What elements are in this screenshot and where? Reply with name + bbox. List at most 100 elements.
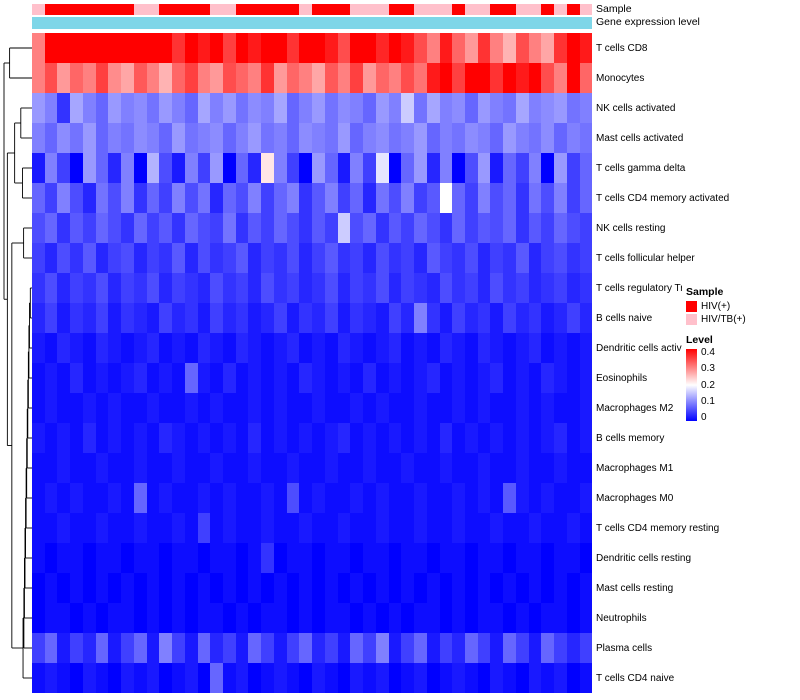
heatmap-cell <box>312 153 325 183</box>
heatmap-cell <box>57 453 71 483</box>
heatmap-cell <box>172 633 185 663</box>
heatmap-cell <box>82 243 96 273</box>
heatmap-cell <box>566 573 580 603</box>
heatmap-row <box>32 603 593 633</box>
heatmap-cell <box>324 33 338 63</box>
heatmap-cell <box>554 63 567 93</box>
sample-annotation-cell <box>324 4 338 15</box>
heatmap-cell <box>210 273 224 303</box>
heatmap-cell <box>439 213 453 243</box>
heatmap-cell <box>414 93 427 123</box>
heatmap-cell <box>273 393 287 423</box>
heatmap-cell <box>477 393 491 423</box>
level-gradient-bar <box>686 349 697 421</box>
heatmap-cell <box>248 423 262 453</box>
heatmap-cell <box>57 543 71 573</box>
heatmap-cell <box>477 453 491 483</box>
heatmap-cell <box>172 93 185 123</box>
row-label: Mast cells resting <box>596 582 674 594</box>
heatmap-cell <box>32 573 45 603</box>
sample-annotation-cell <box>566 4 580 15</box>
heatmap-cell <box>503 393 516 423</box>
heatmap-cell <box>566 213 580 243</box>
row-label: Neutrophils <box>596 612 647 624</box>
heatmap-cell <box>159 483 173 513</box>
heatmap-cell <box>490 93 504 123</box>
heatmap-cell <box>414 483 427 513</box>
heatmap-cell <box>452 423 465 453</box>
heatmap-cell <box>172 573 185 603</box>
heatmap-cell <box>337 303 351 333</box>
heatmap-cell <box>579 333 593 363</box>
heatmap-cell <box>490 363 504 393</box>
heatmap-cell <box>159 633 173 663</box>
row-dendrogram <box>3 47 32 679</box>
heatmap-cell <box>324 543 338 573</box>
heatmap-cell <box>401 183 415 213</box>
legend: Sample HIV(+) HIV/TB(+) Level 0.4 0.3 0.2 0.… <box>682 284 748 427</box>
heatmap-cell <box>541 393 555 423</box>
heatmap-cell <box>197 363 211 393</box>
heatmap-cell <box>490 633 504 663</box>
heatmap-cell <box>197 183 211 213</box>
heatmap-cell <box>159 423 173 453</box>
heatmap-cell <box>477 543 491 573</box>
sample-annotation-cell <box>223 4 236 15</box>
legend-swatch <box>686 301 697 312</box>
heatmap-cell <box>261 453 274 483</box>
heatmap-cell <box>172 333 185 363</box>
heatmap-cell <box>554 393 567 423</box>
sample-annotation-cell <box>490 4 504 15</box>
heatmap-cell <box>312 33 325 63</box>
heatmap-cell <box>554 363 567 393</box>
heatmap-cell <box>44 153 58 183</box>
heatmap-cell <box>363 573 376 603</box>
heatmap-cell <box>388 153 402 183</box>
heatmap-cell <box>426 363 440 393</box>
heatmap-cell <box>452 303 465 333</box>
heatmap-row <box>32 633 593 663</box>
heatmap-cell <box>261 243 274 273</box>
heatmap-cell <box>210 93 224 123</box>
heatmap-cell <box>286 453 300 483</box>
heatmap-cell <box>312 363 325 393</box>
heatmap-cell <box>197 33 211 63</box>
heatmap-cell <box>426 303 440 333</box>
heatmap-cell <box>337 153 351 183</box>
heatmap-cell <box>146 153 160 183</box>
heatmap-cell <box>70 633 83 663</box>
heatmap-cell <box>439 93 453 123</box>
heatmap-cell <box>528 663 542 693</box>
heatmap-cell <box>554 153 567 183</box>
heatmap-cell <box>503 33 516 63</box>
heatmap-cell <box>515 633 529 663</box>
heatmap-row <box>32 303 593 333</box>
heatmap-cell <box>363 183 376 213</box>
heatmap-cell <box>337 333 351 363</box>
heatmap-cell <box>57 183 71 213</box>
heatmap-cell <box>363 33 376 63</box>
heatmap-cell <box>464 633 478 663</box>
heatmap-cell <box>210 333 224 363</box>
heatmap-cell <box>503 153 516 183</box>
heatmap-cell <box>32 183 45 213</box>
sample-annotation-cell <box>286 4 300 15</box>
heatmap-cell <box>70 123 83 153</box>
heatmap-cell <box>108 633 122 663</box>
heatmap-cell <box>439 603 453 633</box>
heatmap-cell <box>210 423 224 453</box>
heatmap-cell <box>146 513 160 543</box>
heatmap-cell <box>388 543 402 573</box>
heatmap-cell <box>184 513 198 543</box>
heatmap-cell <box>503 63 516 93</box>
heatmap-cell <box>197 393 211 423</box>
heatmap-cell <box>477 603 491 633</box>
heatmap-cell <box>515 393 529 423</box>
heatmap-cell <box>414 123 427 153</box>
heatmap-cell <box>159 513 173 543</box>
heatmap-cell <box>44 63 58 93</box>
heatmap-cell <box>579 603 593 633</box>
heatmap-cell <box>363 273 376 303</box>
heatmap-cell <box>490 543 504 573</box>
heatmap-cell <box>375 513 389 543</box>
